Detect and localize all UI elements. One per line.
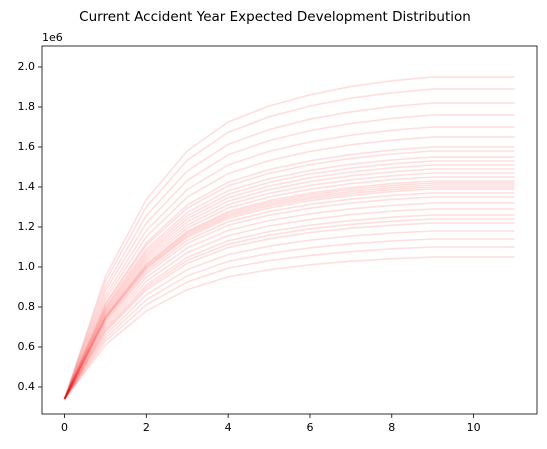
y-tick-label: 1.6 [18,140,36,153]
y-tick-label: 2.0 [18,60,36,73]
y-tick-label: 1.4 [18,180,36,193]
y-tick-label: 0.4 [18,380,36,393]
x-tick-label: 4 [225,421,232,434]
y-tick-label: 1.2 [18,220,36,233]
x-tick-label: 2 [143,421,150,434]
y-tick-label: 0.6 [18,340,36,353]
series-line [63,182,515,400]
series-line [63,222,515,400]
series-line [63,188,515,400]
series-line [63,230,515,400]
series-line [63,114,515,400]
series-line [63,164,515,400]
series-line [63,160,515,400]
series-line [63,76,515,400]
y-tick-label: 0.8 [18,300,36,313]
series-line [63,126,515,400]
x-tick-label: 6 [306,421,313,434]
series-line [63,186,515,400]
series-line [63,192,515,400]
series-line [63,136,515,400]
series-line [63,88,515,400]
series-line [63,184,515,400]
series-line [63,176,515,400]
series-line [63,214,515,400]
series-line [63,218,515,400]
axes-frame [41,45,538,415]
series-line [63,102,515,400]
series-line [63,238,515,400]
series-line [63,150,515,400]
x-tick-label: 0 [61,421,68,434]
series-line [63,208,515,400]
series-line [63,156,515,400]
series-line [63,246,515,400]
chart-title: Current Accident Year Expected Developme… [79,9,471,25]
y-offset-label: 1e6 [42,31,63,44]
x-tick-label: 8 [388,421,395,434]
x-tick-label: 10 [467,421,481,434]
series-line [63,202,515,400]
series-line [63,180,515,400]
series-line [63,146,515,400]
series-line [63,196,515,400]
plot-area [63,76,515,400]
y-tick-label: 1.0 [18,260,36,273]
series-line [63,168,515,400]
series-line [63,172,515,400]
y-tick-label: 1.8 [18,100,36,113]
series-line [63,256,515,400]
